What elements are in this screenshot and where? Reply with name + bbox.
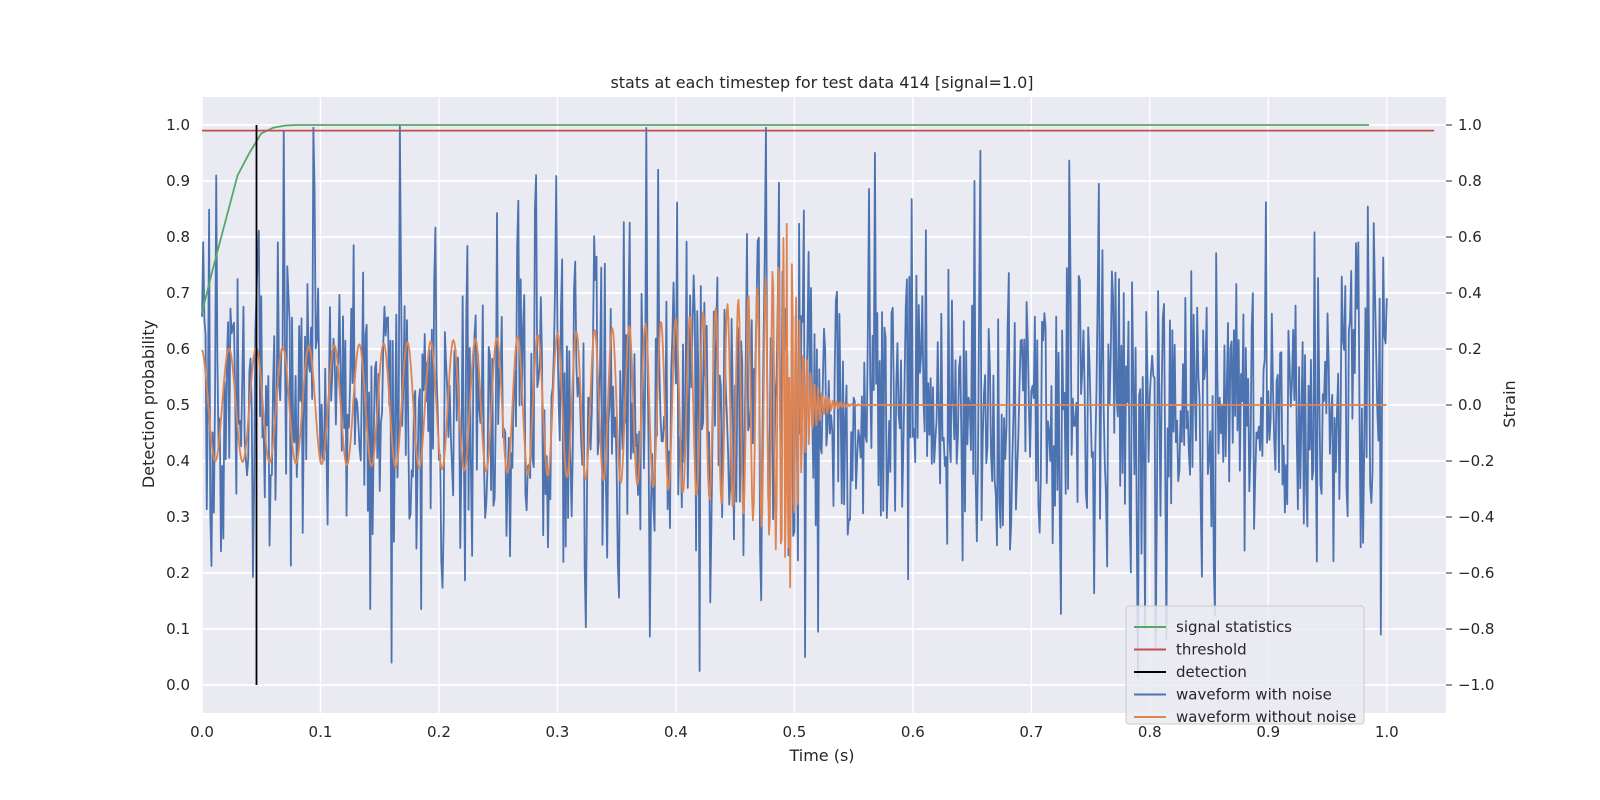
y-tick-label: 0.5 bbox=[166, 396, 190, 414]
y-tick-label: 0.6 bbox=[166, 340, 190, 358]
y-tick-label: 0.0 bbox=[166, 676, 190, 694]
y2-tick-label: −0.4 bbox=[1458, 508, 1494, 526]
legend-label: waveform with noise bbox=[1176, 686, 1332, 704]
x-tick-label: 0.2 bbox=[427, 723, 451, 741]
x-axis-label: Time (s) bbox=[788, 746, 854, 765]
y-tick-label: 0.4 bbox=[166, 452, 190, 470]
y2-axis-ticks: −1.0 −0.8 −0.6 −0.4 −0.2 0.0 0.2 0.4 0.6 0.8 1.0 bbox=[1446, 116, 1494, 694]
y-tick-label: 0.9 bbox=[166, 172, 190, 190]
x-tick-label: 0.1 bbox=[309, 723, 333, 741]
y-tick-label: 0.8 bbox=[166, 228, 190, 246]
y2-tick-label: 0.6 bbox=[1458, 228, 1482, 246]
y-tick-label: 0.1 bbox=[166, 620, 190, 638]
legend-label: detection bbox=[1176, 663, 1247, 681]
x-tick-label: 0.9 bbox=[1256, 723, 1280, 741]
y-axis-ticks: 0.0 0.1 0.2 0.3 0.4 0.5 0.6 0.7 0.8 0.9 1.0 bbox=[166, 116, 190, 694]
y2-tick-label: 0.4 bbox=[1458, 284, 1482, 302]
y2-tick-label: −0.8 bbox=[1458, 620, 1494, 638]
series-layer bbox=[201, 124, 1435, 685]
y-tick-label: 0.3 bbox=[166, 508, 190, 526]
y2-tick-label: −0.6 bbox=[1458, 564, 1494, 582]
series-waveform-without-noise bbox=[201, 222, 1387, 589]
y-axis-label: Detection probability bbox=[139, 320, 158, 488]
x-tick-label: 0.7 bbox=[1019, 723, 1043, 741]
chart-title: stats at each timestep for test data 414… bbox=[610, 73, 1033, 92]
x-tick-label: 0.4 bbox=[664, 723, 688, 741]
x-tick-label: 0.0 bbox=[190, 723, 214, 741]
y-tick-label: 0.2 bbox=[166, 564, 190, 582]
y2-axis-label: Strain bbox=[1500, 380, 1519, 427]
x-tick-label: 1.0 bbox=[1375, 723, 1399, 741]
y2-tick-label: −0.2 bbox=[1458, 452, 1494, 470]
y2-tick-label: 1.0 bbox=[1458, 116, 1482, 134]
legend-label: waveform without noise bbox=[1176, 708, 1356, 726]
series-waveform-with-noise bbox=[201, 124, 1388, 678]
x-tick-label: 0.5 bbox=[782, 723, 806, 741]
y-tick-label: 1.0 bbox=[166, 116, 190, 134]
series-signal-statistics bbox=[201, 124, 1369, 313]
legend: signal statistics threshold detection wavef… bbox=[1125, 605, 1365, 726]
y2-tick-label: 0.0 bbox=[1458, 396, 1482, 414]
legend-label: signal statistics bbox=[1176, 618, 1292, 636]
y2-tick-label: 0.8 bbox=[1458, 172, 1482, 190]
x-tick-label: 0.3 bbox=[545, 723, 569, 741]
legend-label: threshold bbox=[1176, 641, 1247, 659]
y2-tick-label: −1.0 bbox=[1458, 676, 1494, 694]
x-tick-label: 0.8 bbox=[1138, 723, 1162, 741]
y2-tick-label: 0.2 bbox=[1458, 340, 1482, 358]
x-tick-label: 0.6 bbox=[901, 723, 925, 741]
x-axis-ticks: 0.0 0.1 0.2 0.3 0.4 0.5 0.6 0.7 0.8 0.9 1.0 bbox=[190, 723, 1399, 741]
y-tick-label: 0.7 bbox=[166, 284, 190, 302]
legend-box bbox=[1125, 605, 1365, 725]
